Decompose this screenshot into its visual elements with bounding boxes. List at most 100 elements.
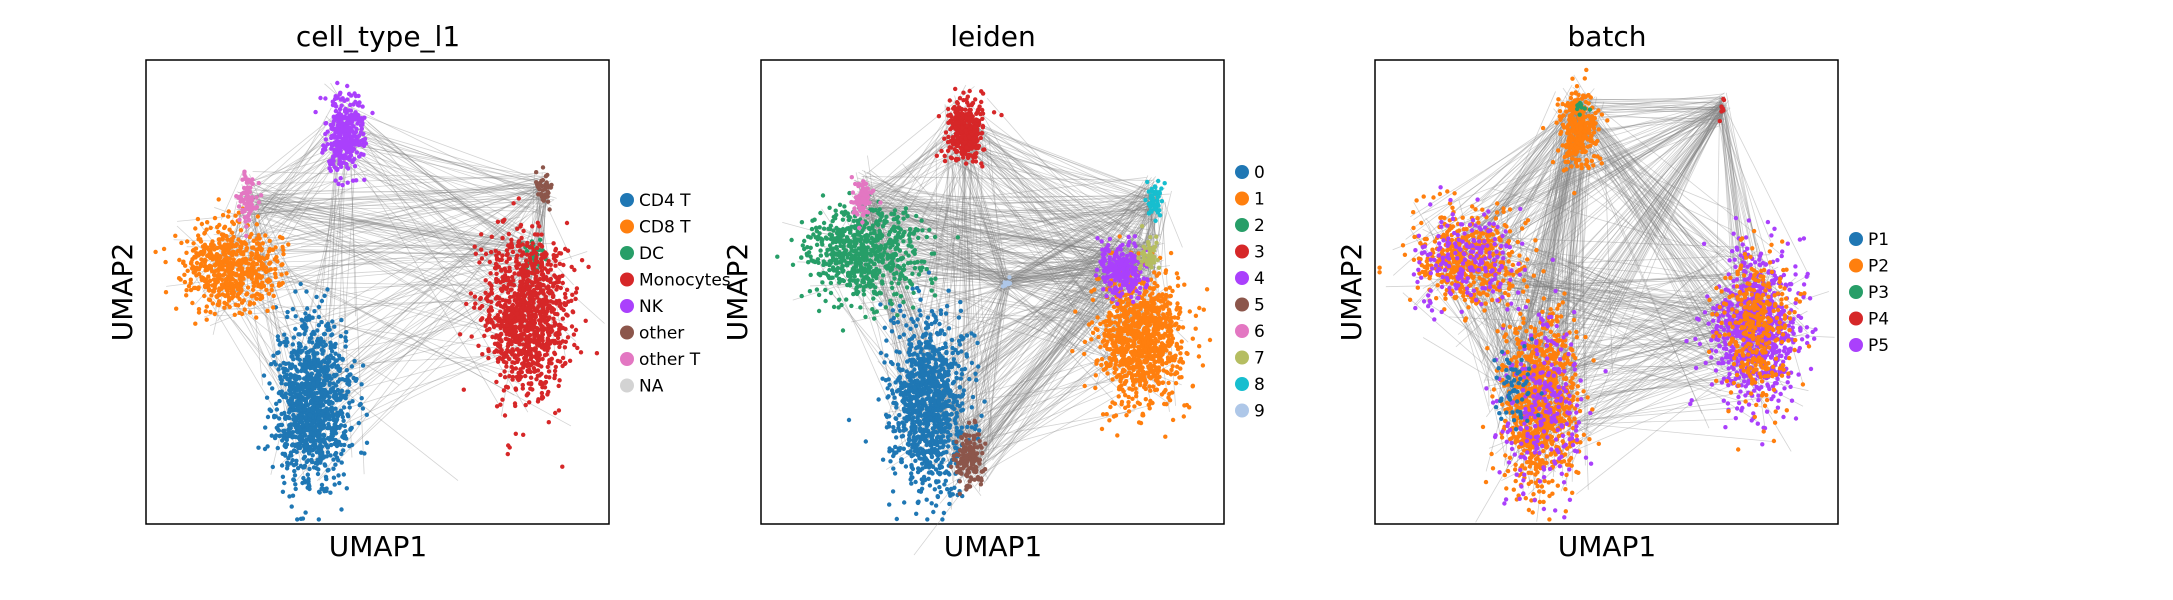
cell-point (545, 182, 550, 188)
cell-point (321, 486, 326, 492)
cell-point (195, 216, 201, 222)
graph-edge (240, 250, 539, 274)
cell-point (479, 232, 484, 237)
cell-point (530, 224, 535, 229)
graph-edge (224, 174, 550, 265)
cell-point (288, 450, 294, 455)
cell-point (271, 293, 276, 299)
graph-edge (245, 181, 484, 278)
graph-edge (330, 194, 544, 374)
cell-point (312, 309, 317, 314)
graph-edge (340, 141, 550, 185)
graph-edge (249, 121, 345, 202)
cell-point (502, 413, 508, 418)
cell-point (302, 480, 308, 485)
cell-point (209, 269, 215, 274)
cluster-cd4-t (256, 281, 370, 522)
graph-edge (207, 260, 548, 347)
cell-point (333, 94, 338, 99)
cell-point (229, 283, 234, 288)
graph-edge (239, 194, 491, 250)
cell-point (315, 336, 321, 342)
cell-point (945, 444, 951, 449)
cell-point (359, 382, 364, 387)
graph-edge (333, 272, 531, 347)
cell-point (318, 459, 323, 464)
cell-point (246, 217, 251, 222)
cell-point (254, 250, 260, 256)
graph-edge (347, 144, 549, 179)
legend-label: NA (639, 377, 664, 397)
x-axis-label: UMAP1 (329, 530, 428, 563)
cell-point (276, 367, 281, 372)
cell-point (544, 252, 549, 257)
graph-edge (347, 147, 499, 404)
cell-point (309, 457, 314, 463)
cell-point (153, 249, 158, 255)
cell-point (225, 237, 230, 242)
cell-point (542, 385, 548, 390)
cell-point (506, 231, 511, 237)
cell-point (192, 254, 197, 260)
cell-point (354, 178, 359, 183)
cell-point (315, 461, 320, 466)
cell-point (275, 350, 280, 356)
cell-point (223, 293, 228, 299)
cell-point (242, 307, 247, 312)
cell-point (337, 377, 343, 382)
graph-edge (335, 154, 549, 201)
cell-point (284, 271, 289, 276)
cell-point (337, 128, 343, 133)
cell-point (547, 303, 552, 309)
cell-point (521, 432, 526, 437)
cell-point (220, 277, 225, 283)
cell-point (557, 261, 562, 266)
cell-point (304, 325, 309, 330)
graph-edge (328, 151, 538, 248)
cell-point (894, 405, 899, 410)
cell-point (349, 364, 355, 369)
graph-edge (247, 200, 545, 253)
cell-point (525, 240, 530, 246)
cell-point (345, 83, 350, 89)
cell-point (263, 425, 268, 430)
cell-point (217, 222, 222, 228)
cell-point (910, 396, 915, 401)
cell-point (982, 399, 987, 404)
cell-point (227, 243, 232, 249)
cell-point (343, 338, 349, 343)
cell-point (464, 301, 469, 307)
cell-point (946, 470, 951, 476)
cell-point (244, 233, 249, 239)
cell-point (501, 286, 506, 291)
cell-point (292, 468, 297, 474)
cell-point (512, 293, 517, 298)
cell-point (502, 266, 507, 271)
graph-edge (246, 196, 332, 365)
cell-point (361, 152, 366, 157)
cell-point (217, 292, 222, 298)
cell-point (947, 501, 952, 507)
graph-edge (319, 152, 337, 420)
cell-point (217, 299, 222, 304)
cell-point (302, 368, 307, 373)
cell-point (293, 434, 298, 440)
graph-edge (210, 258, 525, 338)
cell-point (243, 176, 248, 182)
cell-point (185, 268, 190, 273)
cell-point (322, 437, 327, 443)
cell-point (296, 405, 302, 410)
cell-point (329, 413, 334, 418)
cell-point (256, 200, 262, 205)
legend-item: Monocytes (620, 271, 731, 291)
cell-point (237, 296, 242, 302)
cell-point (508, 329, 513, 334)
cell-point (483, 323, 488, 328)
cell-point (483, 278, 488, 283)
cell-point (186, 284, 192, 289)
cell-point (537, 276, 543, 282)
cell-point (253, 269, 258, 274)
cell-point (190, 300, 195, 306)
cell-point (227, 256, 233, 261)
cell-point (532, 279, 538, 285)
